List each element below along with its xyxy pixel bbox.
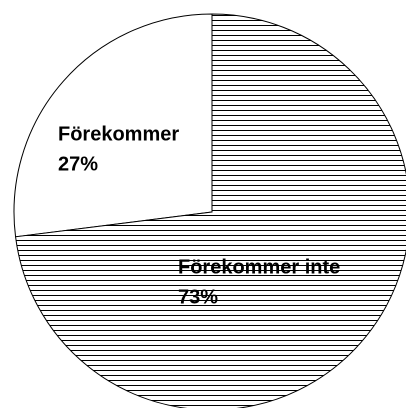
slice-label: Förekommer <box>58 123 179 145</box>
slice-value-label: 73% <box>178 286 218 308</box>
pie-slice <box>13 13 213 238</box>
pie-slice <box>15 13 406 408</box>
slice-label: Förekommer inte <box>178 256 340 278</box>
slice-value-label: 27% <box>58 153 98 175</box>
